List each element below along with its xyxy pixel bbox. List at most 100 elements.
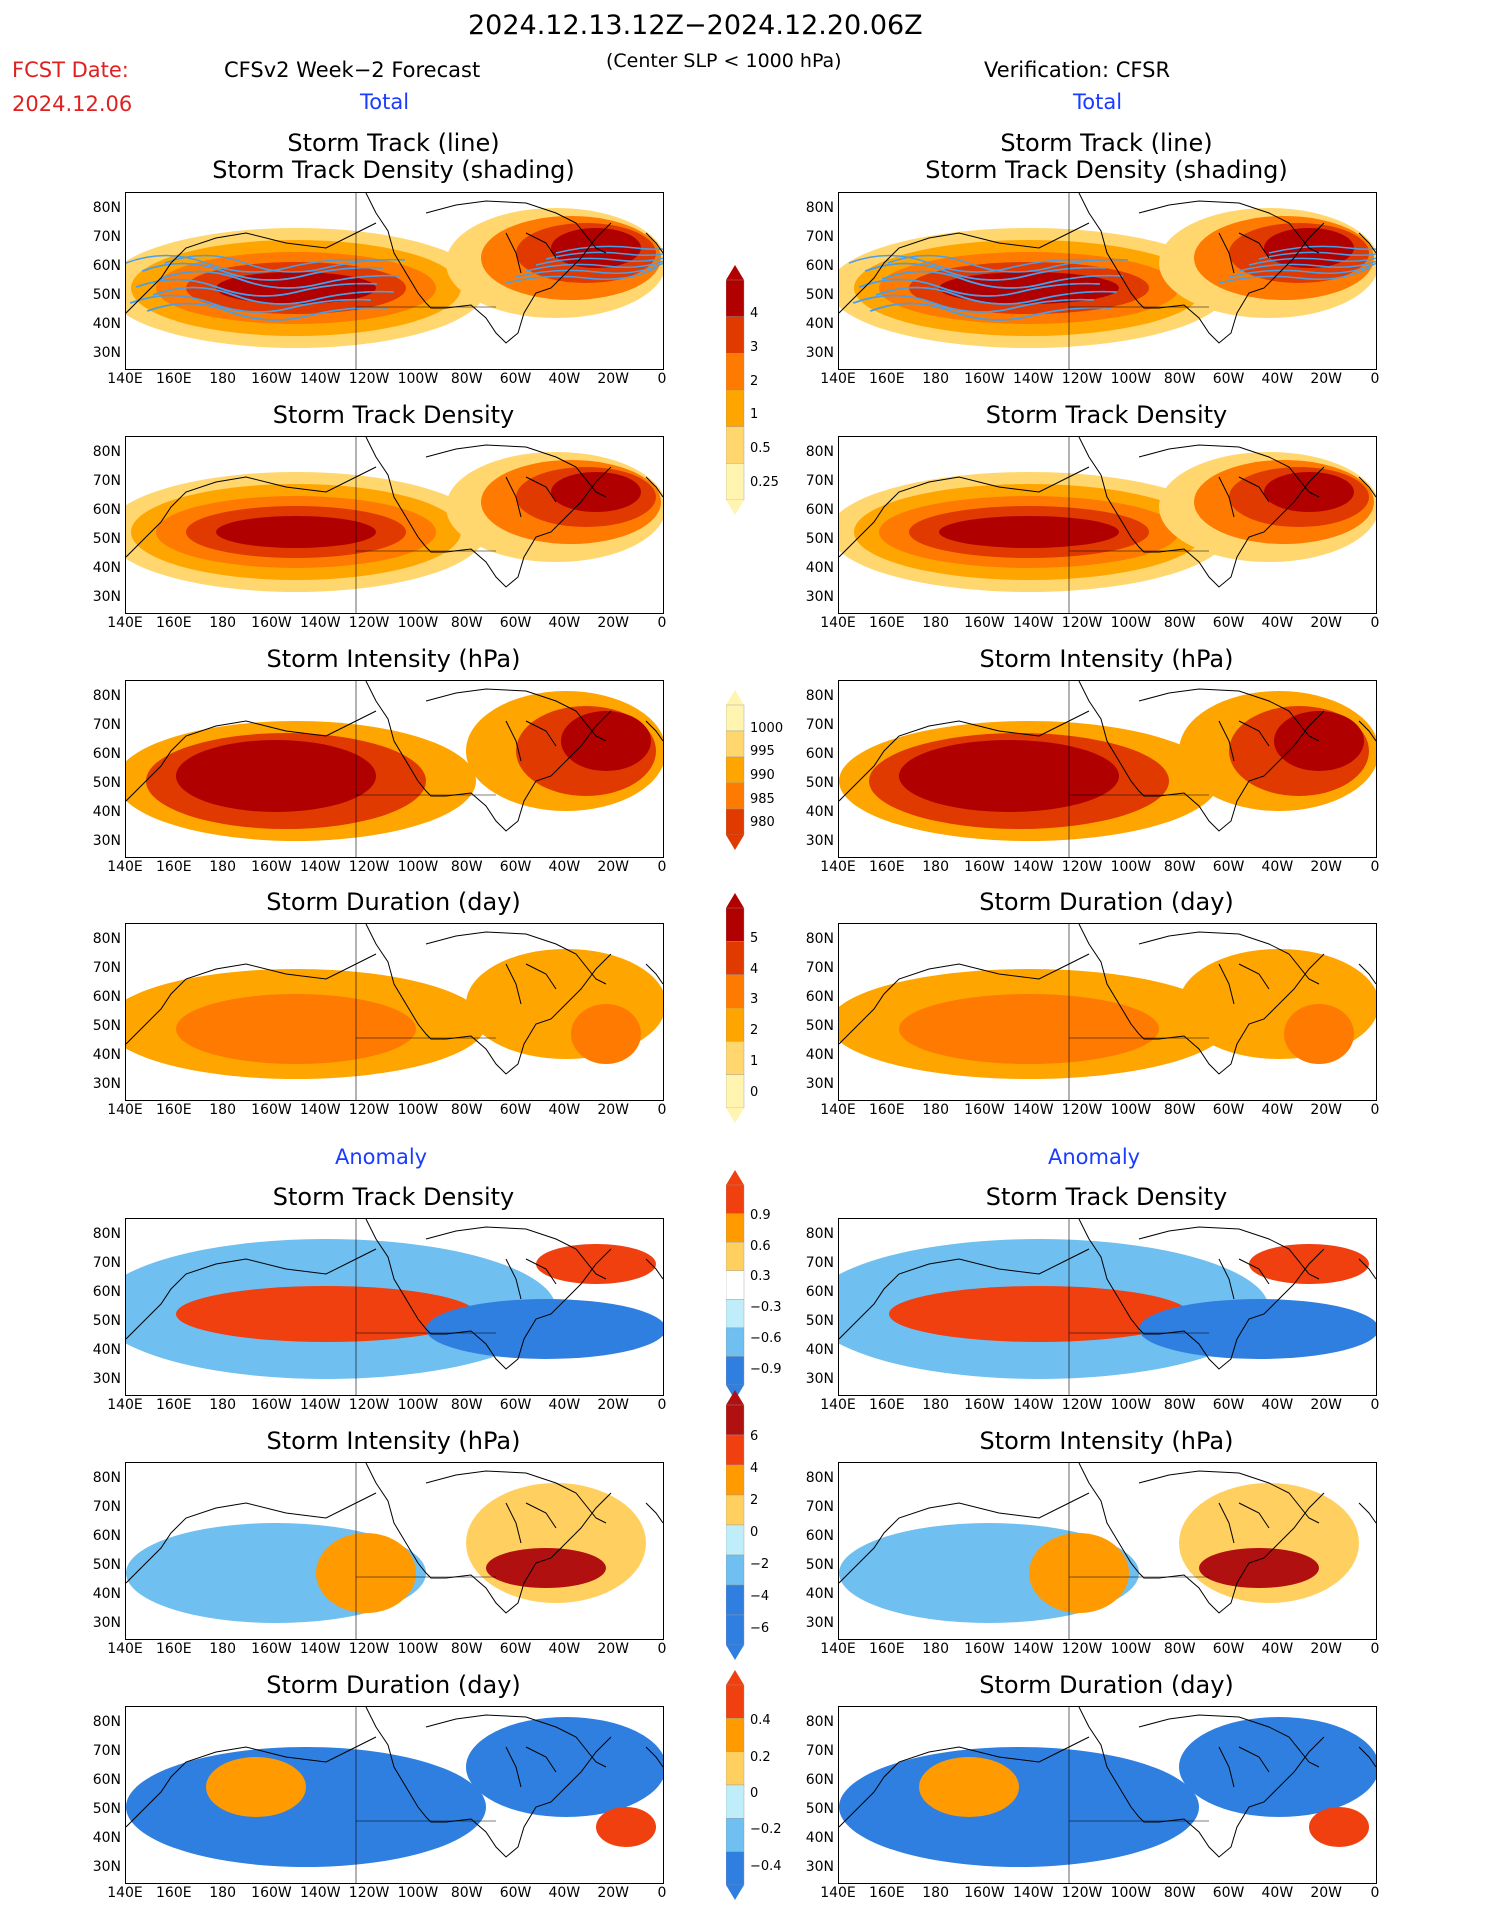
- lat-tick-label: 30N: [805, 1615, 834, 1631]
- lon-tick-label: 40W: [1261, 1641, 1294, 1657]
- colorbar-swatch: [725, 1851, 745, 1886]
- colorbar-swatch: [725, 1356, 745, 1386]
- lat-tick-label: 60N: [92, 746, 121, 762]
- lon-tick-label: 140E: [820, 1641, 856, 1657]
- lat-tick-label: 50N: [92, 1801, 121, 1817]
- lat-tick-label: 60N: [805, 258, 834, 274]
- colorbar-label: 0.9: [750, 1207, 771, 1223]
- lon-tick-label: 140W: [299, 1885, 341, 1901]
- colorbar-label: 0: [750, 1084, 759, 1100]
- shading-region: [1029, 1533, 1129, 1613]
- colorbar-arrow: [726, 1108, 744, 1123]
- lon-tick-label: 60W: [1212, 1641, 1245, 1657]
- colorbar-label: 0.2: [750, 1749, 771, 1765]
- colorbar-swatch: [725, 907, 745, 942]
- lon-tick-label: 160E: [869, 859, 905, 875]
- lon-tick-label: 40W: [1261, 1397, 1294, 1413]
- lon-tick-label: 160W: [251, 1885, 292, 1901]
- panel-title: Storm Intensity (hPa): [979, 1427, 1234, 1455]
- lon-tick-label: 160E: [869, 1885, 905, 1901]
- storm-track-line: [1228, 262, 1376, 278]
- lon-tick-label: 140E: [820, 859, 856, 875]
- lon-tick-label: 80W: [450, 1397, 483, 1413]
- colorbar-label: 1: [750, 1053, 759, 1069]
- colorbar-swatch: [725, 1554, 745, 1586]
- colorbar-label: 0.5: [750, 441, 771, 457]
- lon-tick-label: 80W: [1163, 1397, 1196, 1413]
- lon-tick-label: 40W: [548, 859, 581, 875]
- colorbar-label: −0.2: [750, 1822, 782, 1838]
- lon-tick-label: 180: [922, 1102, 949, 1118]
- colorbar-swatch: [725, 1524, 745, 1556]
- lon-tick-label: 0: [1370, 371, 1380, 387]
- colorbar-swatch: [725, 1184, 745, 1214]
- lon-tick-label: 160E: [156, 1102, 192, 1118]
- lon-tick-label: 60W: [1212, 859, 1245, 875]
- lon-tick-label: 40W: [548, 1885, 581, 1901]
- panel-title: Storm Track Density (shading): [212, 156, 575, 184]
- lat-tick-label: 40N: [92, 316, 121, 332]
- colorbar-swatch: [725, 1299, 745, 1329]
- lat-tick-label: 80N: [92, 931, 121, 947]
- lon-tick-label: 60W: [499, 371, 532, 387]
- colorbar-swatch: [725, 426, 745, 464]
- map-panel-adens-cfsv2: [125, 1218, 664, 1396]
- shading-region: [426, 1299, 663, 1359]
- map-panel-aint-cfsr: [838, 1462, 1377, 1640]
- colorbar-label: 0: [750, 1525, 759, 1540]
- colorbar-swatch: [725, 974, 745, 1009]
- lon-tick-label: 0: [1370, 1397, 1380, 1413]
- shading-region: [939, 516, 1119, 548]
- coastline: [126, 437, 663, 588]
- colorbar-label: −2: [750, 1557, 770, 1572]
- map-panel-dens-cfsr: [838, 436, 1377, 614]
- storm-track-line: [505, 267, 657, 284]
- panel-title: Storm Track Density: [985, 401, 1228, 429]
- colorbar-arrow: [726, 893, 744, 908]
- lon-tick-label: 140E: [820, 615, 856, 631]
- colorbar-arrow: [726, 500, 744, 515]
- lon-tick-label: 140W: [299, 859, 341, 875]
- lat-tick-label: 30N: [805, 1076, 834, 1092]
- lon-tick-label: 140W: [299, 1102, 341, 1118]
- storm-track-line: [555, 245, 663, 254]
- lon-tick-label: 20W: [597, 1641, 629, 1657]
- lon-tick-label: 40W: [548, 1397, 581, 1413]
- colorbar-label: −4: [750, 1589, 770, 1604]
- lon-tick-label: 140E: [107, 371, 143, 387]
- storm-track-line: [146, 302, 388, 321]
- lat-tick-label: 40N: [92, 1047, 121, 1063]
- lon-tick-label: 0: [657, 1102, 667, 1118]
- section-total-right: Total: [1073, 90, 1123, 114]
- colorbar-label: 2: [750, 1023, 759, 1039]
- lat-tick-label: 40N: [805, 560, 834, 576]
- lat-tick-label: 30N: [92, 1615, 121, 1631]
- coastline: [126, 924, 663, 1075]
- lon-tick-label: 60W: [1212, 615, 1245, 631]
- section-anomaly-left: Anomaly: [335, 1145, 428, 1169]
- lat-tick-label: 50N: [805, 1557, 834, 1573]
- colorbar-arrow: [726, 265, 744, 280]
- map-panel-track-cfsv2: [125, 192, 664, 370]
- colorbar-swatch: [725, 1270, 745, 1300]
- storm-track-line: [1218, 267, 1370, 284]
- colorbar-swatch: [725, 941, 745, 975]
- map-panel-dur-cfsv2: [125, 923, 664, 1101]
- lon-tick-label: 180: [209, 1397, 236, 1413]
- lon-tick-label: 120W: [1061, 1641, 1103, 1657]
- lon-tick-label: 0: [1370, 1102, 1380, 1118]
- storm-track-line: [525, 260, 663, 272]
- lon-tick-label: 160W: [251, 1102, 292, 1118]
- storm-track-line: [864, 262, 1106, 281]
- lat-tick-label: 30N: [805, 345, 834, 361]
- colorbar-label: 1: [750, 407, 759, 423]
- lon-tick-label: 160E: [869, 615, 905, 631]
- colorbar-density_anom: [725, 1170, 746, 1404]
- storm-track-line: [852, 294, 1094, 313]
- lon-tick-label: 100W: [397, 1641, 439, 1657]
- storm-track-line: [1238, 260, 1376, 272]
- lon-tick-label: 100W: [397, 859, 439, 875]
- colorbar-label: 995: [750, 744, 775, 760]
- map-panel-adur-cfsv2: [125, 1706, 664, 1884]
- lon-tick-label: 160W: [964, 859, 1005, 875]
